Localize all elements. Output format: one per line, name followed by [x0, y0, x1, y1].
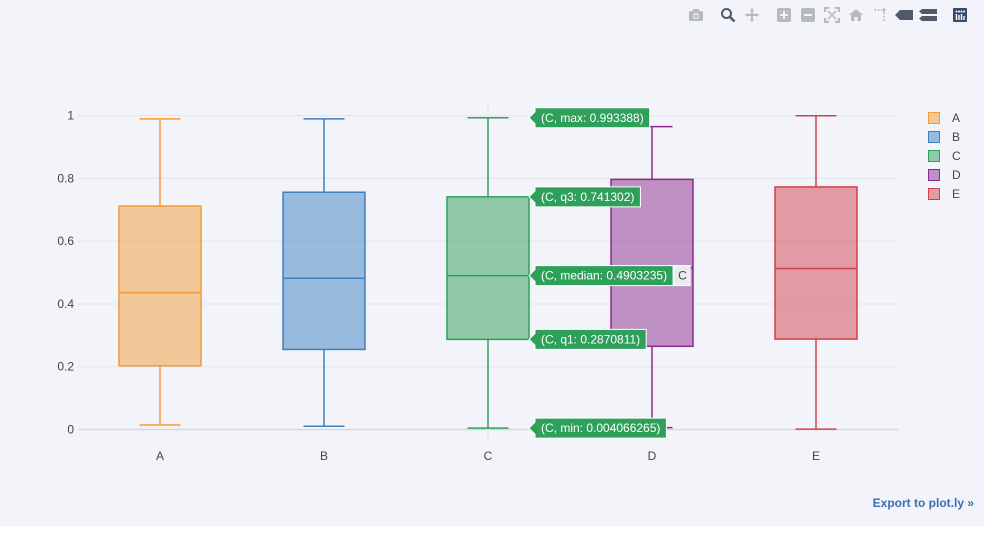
- hover-label-min: (C, min: 0.004066265): [528, 417, 667, 439]
- hover-label-text: (C, q1: 0.2870811): [541, 332, 640, 346]
- y-tick-label: 0.2: [57, 360, 74, 374]
- plotly-logo-icon[interactable]: [950, 6, 970, 24]
- hover-label-max: (C, max: 0.993388): [528, 107, 651, 129]
- box-trace-a[interactable]: [118, 118, 202, 426]
- x-tick-label: E: [812, 449, 820, 463]
- hover-label-text: (C, median: 0.4903235): [541, 269, 667, 283]
- y-tick-label: 0: [67, 422, 74, 436]
- hover-labels: (C, max: 0.993388) (C, q3: 0.741302) (C, m…: [528, 107, 691, 439]
- box-plot-chart: 00.20.40.60.81A B C D E(C, max: 0.993388)(C,…: [57, 100, 898, 463]
- hover-label-text: (C, min: 0.004066265): [541, 421, 660, 435]
- hover-label-text: (C, q3: 0.741302): [541, 190, 634, 204]
- legend-label: B: [952, 129, 961, 144]
- y-tick-labels: 0 0.2 0.4 0.6 0.8 1: [57, 109, 74, 437]
- zoom-in-icon[interactable]: [774, 6, 794, 24]
- box-iqr[interactable]: [774, 186, 858, 340]
- y-tick-label: 0.8: [57, 171, 74, 185]
- legend-swatch: [928, 111, 940, 124]
- legend-swatch: [928, 130, 940, 143]
- legend-item-c[interactable]: C: [928, 146, 961, 165]
- legend-label: E: [952, 186, 961, 201]
- x-tick-labels: A B C D E: [156, 449, 820, 463]
- box-iqr[interactable]: [446, 196, 530, 341]
- autoscale-icon[interactable]: [822, 6, 842, 24]
- plot-area: 0 0.2 0.4 0.6 0.8 1 A B C D E (C, max: 0.993388) (C,…: [0, 0, 984, 526]
- legend-item-e[interactable]: E: [928, 184, 961, 203]
- legend-item-a[interactable]: A: [928, 108, 961, 127]
- hover-label-q3: (C, q3: 0.741302): [528, 186, 641, 208]
- x-tick-label: C: [484, 449, 493, 463]
- hover-label-box: [528, 265, 674, 287]
- legend-label: C: [952, 148, 961, 163]
- hover-closest-icon[interactable]: [894, 6, 914, 24]
- hover-label-median: (C, median: 0.4903235): [528, 265, 674, 287]
- spike-lines-icon[interactable]: [870, 6, 890, 24]
- x-tick-label: D: [648, 449, 657, 463]
- hover-label-text: (C, max: 0.993388): [541, 111, 644, 125]
- pan-icon[interactable]: [742, 6, 762, 24]
- hover-label-q1: (C, q1: 0.2870811): [528, 328, 647, 350]
- legend-label: A: [952, 110, 961, 125]
- hover-x-label: C: [673, 265, 691, 287]
- box-trace-e[interactable]: [774, 114, 858, 430]
- legend-swatch: [928, 149, 940, 162]
- box-iqr[interactable]: [282, 191, 366, 351]
- box-iqr[interactable]: [118, 205, 202, 367]
- hover-label-box: [528, 417, 667, 439]
- home-icon[interactable]: [846, 6, 866, 24]
- hover-x-label-box: [673, 265, 691, 287]
- hover-label-box: [528, 186, 641, 208]
- legend-swatch: [928, 168, 940, 181]
- modebar: [686, 6, 974, 24]
- y-tick-label: 1: [67, 109, 74, 123]
- y-tick-label: 0.4: [57, 297, 74, 311]
- hover-x-label-text: C: [678, 269, 687, 283]
- box-trace-c[interactable]: [446, 117, 530, 429]
- zoom-out-icon[interactable]: [798, 6, 818, 24]
- hover-label-box: [528, 107, 651, 129]
- legend-item-d[interactable]: D: [928, 165, 961, 184]
- legend-item-b[interactable]: B: [928, 127, 961, 146]
- box-trace-b[interactable]: [282, 118, 366, 428]
- y-tick-label: 0.6: [57, 234, 74, 248]
- hover-label-box: [528, 328, 647, 350]
- legend-swatch: [928, 187, 940, 200]
- export-to-plotly-link[interactable]: Export to plot.ly »: [872, 496, 974, 510]
- legend-label: D: [952, 167, 961, 182]
- zoom-icon[interactable]: [718, 6, 738, 24]
- camera-icon[interactable]: [686, 6, 706, 24]
- hover-compare-icon[interactable]: [918, 6, 938, 24]
- x-tick-label: B: [320, 449, 328, 463]
- x-tick-label: A: [156, 449, 164, 463]
